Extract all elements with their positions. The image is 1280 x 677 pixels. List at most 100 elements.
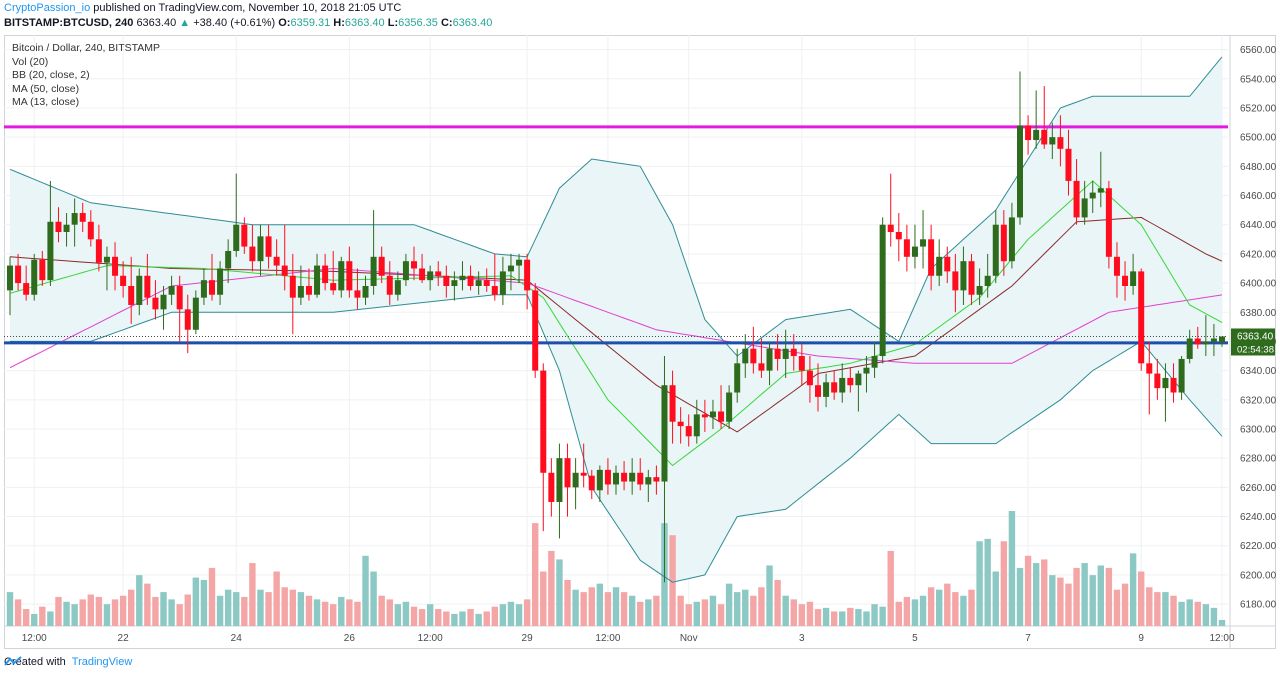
candle-body[interactable]	[847, 377, 854, 386]
candle-body[interactable]	[370, 256, 377, 286]
candle-body[interactable]	[322, 265, 329, 284]
candle-body[interactable]	[55, 221, 62, 232]
candle-body[interactable]	[378, 256, 385, 276]
candle-body[interactable]	[629, 472, 636, 482]
author-link[interactable]: CryptoPassion_io	[4, 2, 91, 14]
candle-body[interactable]	[1025, 125, 1032, 141]
candle-body[interactable]	[1146, 363, 1153, 374]
candle-body[interactable]	[1194, 338, 1201, 345]
candle-body[interactable]	[540, 370, 547, 473]
candle-body[interactable]	[806, 370, 813, 386]
candle-body[interactable]	[621, 472, 628, 482]
candle-body[interactable]	[879, 224, 886, 357]
candle-body[interactable]	[443, 275, 450, 286]
candle-body[interactable]	[362, 285, 369, 298]
candle-body[interactable]	[839, 377, 846, 393]
candle-body[interactable]	[338, 261, 345, 291]
candle-body[interactable]	[402, 261, 409, 281]
candle-body[interactable]	[491, 285, 498, 295]
candle-body[interactable]	[1138, 271, 1145, 364]
candle-body[interactable]	[798, 356, 805, 371]
candle-body[interactable]	[782, 348, 789, 359]
candle-body[interactable]	[928, 239, 935, 276]
candle-body[interactable]	[71, 213, 78, 225]
candle-body[interactable]	[1073, 180, 1080, 218]
candle-body[interactable]	[556, 458, 563, 502]
candle-body[interactable]	[1113, 256, 1120, 276]
tradingview-brand[interactable]: TradingView	[4, 656, 132, 668]
candle-body[interactable]	[1033, 129, 1040, 141]
candle-body[interactable]	[855, 373, 862, 386]
candle-body[interactable]	[394, 280, 401, 295]
candle-body[interactable]	[1041, 129, 1048, 145]
candle-body[interactable]	[596, 469, 603, 491]
candle-body[interactable]	[532, 290, 539, 371]
candle-body[interactable]	[1017, 125, 1023, 218]
candle-body[interactable]	[1008, 217, 1015, 262]
candle-body[interactable]	[774, 348, 781, 359]
candle-body[interactable]	[1170, 377, 1177, 393]
candle-body[interactable]	[742, 348, 749, 364]
candle-body[interactable]	[790, 348, 797, 357]
candle-body[interactable]	[176, 285, 183, 310]
legend-volume[interactable]: Vol (20)	[12, 55, 49, 68]
candle-body[interactable]	[273, 256, 280, 266]
candle-body[interactable]	[831, 382, 838, 393]
chart-area[interactable]: 6180.00 6200.00 6220.00 6240.00 6260.00 6280.…	[4, 35, 1276, 649]
candle-body[interactable]	[87, 221, 94, 240]
candle-body[interactable]	[726, 392, 733, 422]
candle-body[interactable]	[241, 224, 248, 247]
candle-body[interactable]	[23, 283, 30, 295]
candle-body[interactable]	[1210, 338, 1217, 342]
candle-body[interactable]	[184, 309, 191, 330]
candle-body[interactable]	[920, 239, 927, 247]
candle-body[interactable]	[483, 280, 490, 286]
candle-body[interactable]	[701, 414, 708, 418]
candle-body[interactable]	[1186, 338, 1193, 359]
candle-body[interactable]	[7, 265, 13, 291]
candle-body[interactable]	[1065, 148, 1072, 181]
candle-body[interactable]	[289, 275, 296, 298]
candle-body[interactable]	[887, 224, 894, 232]
candle-body[interactable]	[968, 261, 975, 295]
candle-body[interactable]	[257, 236, 264, 262]
candle-body[interactable]	[936, 256, 943, 276]
candle-body[interactable]	[911, 246, 918, 257]
candle-body[interactable]	[209, 280, 215, 295]
candle-body[interactable]	[823, 382, 830, 397]
candle-body[interactable]	[192, 297, 199, 330]
candle-body[interactable]	[435, 271, 442, 276]
candle-body[interactable]	[524, 259, 531, 291]
candle-body[interactable]	[895, 232, 902, 240]
candle-body[interactable]	[39, 259, 46, 281]
candle-body[interactable]	[217, 268, 224, 295]
candle-body[interactable]	[1081, 198, 1088, 218]
candle-body[interactable]	[297, 285, 304, 298]
candle-body[interactable]	[15, 265, 22, 284]
candle-body[interactable]	[548, 472, 555, 502]
candle-body[interactable]	[564, 458, 571, 488]
candle-body[interactable]	[1049, 137, 1056, 145]
candle-body[interactable]	[95, 239, 102, 263]
candle-body[interactable]	[225, 250, 232, 269]
candle-body[interactable]	[1130, 271, 1137, 286]
candle-body[interactable]	[871, 356, 878, 368]
candle-body[interactable]	[112, 256, 119, 276]
candle-body[interactable]	[467, 275, 474, 286]
legend-ma13[interactable]: MA (13, close)	[12, 96, 80, 108]
candle-body[interactable]	[419, 268, 426, 281]
candle-body[interactable]	[637, 472, 644, 485]
candle-body[interactable]	[653, 477, 660, 482]
candle-body[interactable]	[718, 411, 725, 422]
candle-body[interactable]	[144, 275, 151, 298]
candle-body[interactable]	[1122, 275, 1129, 286]
candle-body[interactable]	[758, 363, 765, 371]
candle-body[interactable]	[305, 285, 312, 295]
candle-body[interactable]	[152, 297, 159, 310]
candle-body[interactable]	[685, 426, 692, 437]
candle-body[interactable]	[459, 275, 466, 281]
candle-body[interactable]	[1089, 192, 1096, 199]
candle-body[interactable]	[661, 385, 668, 482]
candle-body[interactable]	[863, 367, 870, 374]
candle-body[interactable]	[330, 283, 337, 291]
